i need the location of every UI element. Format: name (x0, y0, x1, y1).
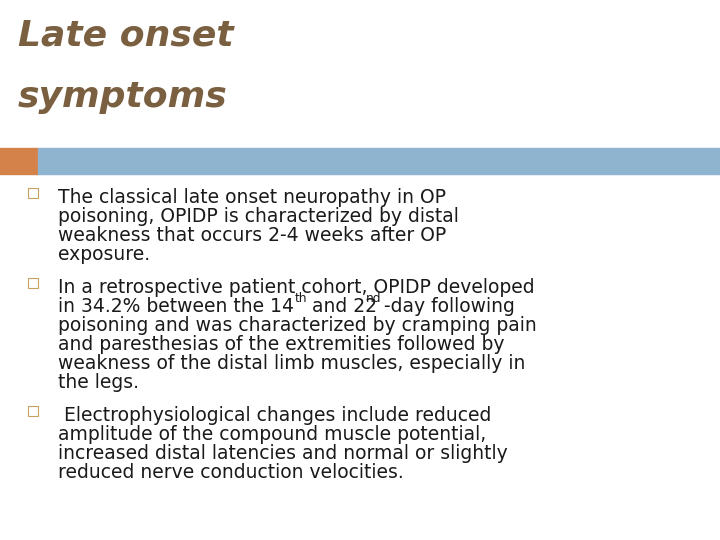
Text: poisoning and was characterized by cramping pain: poisoning and was characterized by cramp… (58, 316, 536, 335)
Text: increased distal latencies and normal or slightly: increased distal latencies and normal or… (58, 444, 508, 463)
Text: -day following: -day following (378, 297, 515, 316)
Text: Late onset: Late onset (18, 18, 233, 52)
Text: in 34.2% between the 14: in 34.2% between the 14 (58, 297, 294, 316)
Bar (0, 148, 38, 174)
Bar (28, 188, 38, 198)
Text: Electrophysiological changes include reduced: Electrophysiological changes include red… (58, 406, 491, 425)
Text: and 22: and 22 (306, 297, 377, 316)
Text: The classical late onset neuropathy in OP: The classical late onset neuropathy in O… (58, 188, 446, 207)
Text: and paresthesias of the extremities followed by: and paresthesias of the extremities foll… (58, 335, 505, 354)
Text: In a retrospective patient cohort, OPIDP developed: In a retrospective patient cohort, OPIDP… (58, 278, 535, 297)
Text: symptoms: symptoms (18, 80, 228, 114)
Text: th: th (295, 292, 307, 305)
Text: amplitude of the compound muscle potential,: amplitude of the compound muscle potenti… (58, 425, 486, 444)
Text: weakness of the distal limb muscles, especially in: weakness of the distal limb muscles, esp… (58, 354, 526, 373)
Text: weakness that occurs 2-4 weeks after OP: weakness that occurs 2-4 weeks after OP (58, 226, 446, 245)
Text: reduced nerve conduction velocities.: reduced nerve conduction velocities. (58, 463, 404, 482)
Text: the legs.: the legs. (58, 373, 139, 392)
Text: nd: nd (366, 292, 382, 305)
Bar (28, 406, 38, 416)
Text: exposure.: exposure. (58, 245, 150, 264)
Bar (38, 148, 720, 174)
Bar (28, 278, 38, 288)
Text: poisoning, OPIDP is characterized by distal: poisoning, OPIDP is characterized by dis… (58, 207, 459, 226)
